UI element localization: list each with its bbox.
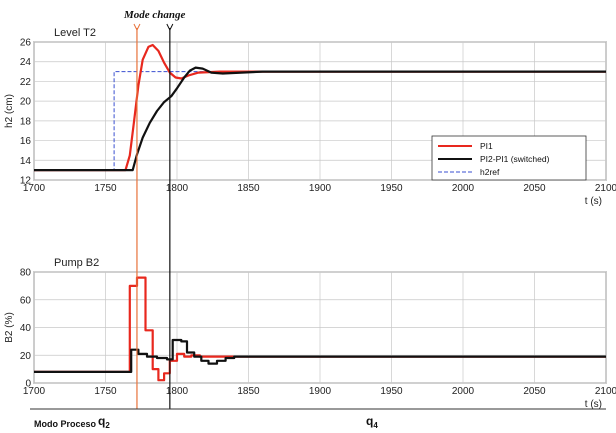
x-tick-label: 2000 <box>452 386 475 397</box>
x-tick-label: 1750 <box>94 183 117 194</box>
panel-title: Level T2 <box>54 27 96 39</box>
y-tick-label: 18 <box>20 116 32 127</box>
pump-panel: 0 20 40 60 80 1700 1750 1800 1850 1900 1950 2000 205… <box>4 257 616 410</box>
legend-entry: PI2-PI1 (switched) <box>480 154 550 164</box>
x-axis-label: t (s) <box>585 196 602 207</box>
x-tick-label: 1950 <box>380 183 403 194</box>
y-tick-label: 80 <box>20 268 32 279</box>
x-tick-label: 1900 <box>309 386 332 397</box>
x-tick-label: 2050 <box>523 183 546 194</box>
y-tick-label: 12 <box>20 176 32 187</box>
series-line-h2ref <box>34 71 606 171</box>
x-tick-label: 2100 <box>595 183 616 194</box>
series-line-pi1 <box>34 43 606 172</box>
level-panel: 12 14 16 18 20 22 24 26 1700 1750 1800 1850 1900 1950… <box>4 27 616 207</box>
x-tick-label: 1850 <box>237 386 260 397</box>
y-tick-label: 60 <box>20 295 32 306</box>
y-tick-label: 20 <box>20 97 32 108</box>
x-tick-label: 1700 <box>23 386 46 397</box>
legend-entry: h2ref <box>480 167 500 177</box>
x-tick-label: 2100 <box>595 386 616 397</box>
x-tick-label: 1900 <box>309 183 332 194</box>
y-tick-label: 14 <box>20 156 32 167</box>
series-line-pi2-pi1-switched <box>34 338 606 373</box>
x-axis-label: t (s) <box>585 399 602 410</box>
legend: PI1 PI2-PI1 (switched) h2ref <box>431 135 587 181</box>
y-axis-label: h2 (cm) <box>4 94 15 128</box>
x-tick-label: 2000 <box>452 183 475 194</box>
y-tick-label: 22 <box>20 77 32 88</box>
y-tick-label: 40 <box>20 323 32 334</box>
panel-title: Pump B2 <box>54 257 99 269</box>
y-tick-label: 16 <box>20 136 32 147</box>
y-tick-label: 24 <box>20 57 32 68</box>
x-tick-label: 1700 <box>23 183 46 194</box>
x-tick-label: 1950 <box>380 386 403 397</box>
q2-label: q2 <box>98 414 110 430</box>
series-line-pi2-pi1-switched <box>34 66 606 172</box>
modo-proceso-label: Modo Proceso <box>34 419 97 429</box>
x-tick-label: 1800 <box>166 183 189 194</box>
y-tick-label: 0 <box>25 379 31 390</box>
mode-change-arrow-black <box>166 23 174 32</box>
y-tick-label: 20 <box>20 351 32 362</box>
x-tick-label: 1800 <box>166 386 189 397</box>
y-tick-label: 26 <box>20 38 32 49</box>
x-tick-label: 2050 <box>523 386 546 397</box>
mode-change-arrow-red <box>133 23 141 32</box>
x-tick-label: 1850 <box>237 183 260 194</box>
x-tick-label: 1750 <box>94 386 117 397</box>
legend-entry: PI1 <box>480 141 493 151</box>
q4-label: q4 <box>366 414 378 430</box>
mode-markers <box>133 23 174 409</box>
process-mode-bar: Modo Proceso q2 q4 <box>30 408 606 430</box>
mode-change-label: Mode change <box>123 9 186 21</box>
y-axis-label: B2 (%) <box>4 312 15 343</box>
